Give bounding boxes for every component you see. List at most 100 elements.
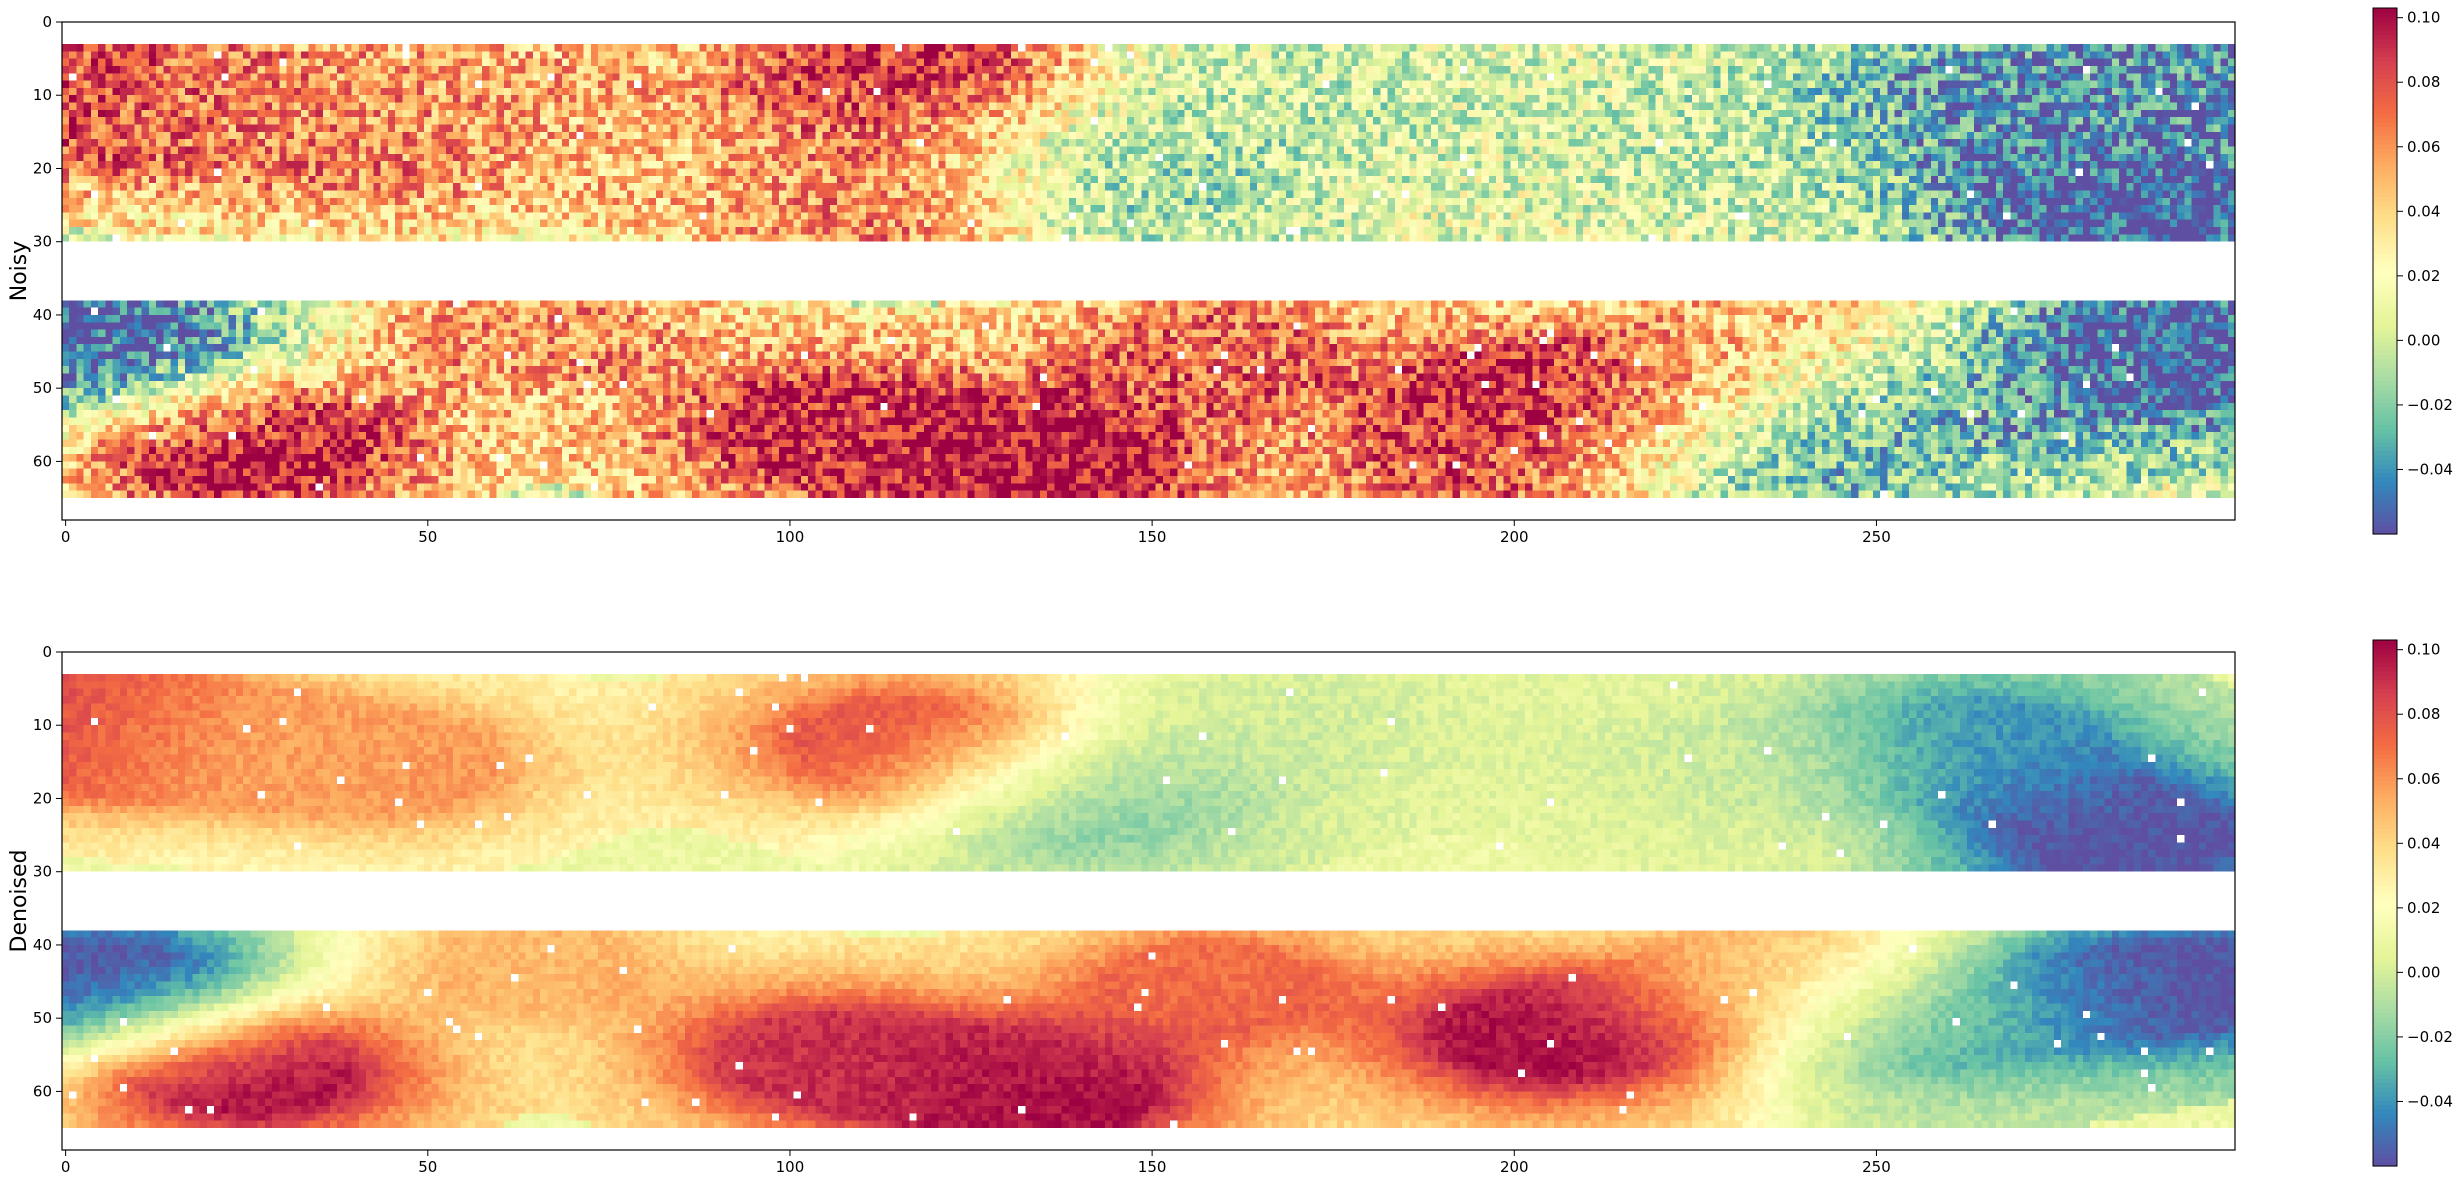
colorbar-segment	[2373, 520, 2397, 526]
colorbar-segment	[2373, 266, 2397, 272]
colorbar-segment	[2373, 415, 2397, 421]
colorbar-segment	[2373, 12, 2397, 18]
colorbar-segment	[2373, 345, 2397, 351]
colorbar-segment	[2373, 363, 2397, 369]
colorbar-segment	[2373, 336, 2397, 342]
colorbar-segment	[2373, 797, 2397, 803]
colorbar-segment	[2373, 271, 2397, 276]
colorbar-segment	[2373, 367, 2397, 373]
colorbar-segment	[2373, 183, 2397, 189]
colorbar-segment	[2373, 683, 2397, 689]
colorbar-segment	[2373, 1117, 2397, 1123]
colorbar-segment	[2373, 767, 2397, 773]
y-tick-label: 30	[33, 233, 52, 251]
colorbar-segment	[2373, 441, 2397, 447]
colorbar-tick-label: 0.04	[2407, 202, 2440, 220]
colorbar-segment	[2373, 490, 2397, 496]
colorbar-segment	[2373, 661, 2397, 667]
colorbar-segment	[2373, 108, 2397, 114]
colorbar-segment	[2373, 981, 2397, 987]
colorbar-segment	[2373, 903, 2397, 908]
colorbar-segment	[2373, 481, 2397, 487]
colorbar-segment	[2373, 288, 2397, 294]
colorbar-segment	[2373, 1025, 2397, 1031]
colorbar-segment	[2373, 938, 2397, 944]
colorbar-segment	[2373, 819, 2397, 825]
colorbar-tick-label: 0.04	[2407, 834, 2440, 852]
colorbar-segment	[2373, 907, 2397, 913]
colorbar-segment	[2373, 100, 2397, 106]
colorbar-segment	[2373, 143, 2397, 149]
colorbar-segment	[2373, 1148, 2397, 1154]
colorbar-segment	[2373, 1139, 2397, 1145]
colorbar-segment	[2373, 784, 2397, 790]
colorbar-segment	[2373, 929, 2397, 935]
colorbar-segment	[2373, 60, 2397, 66]
colorbar-segment	[2373, 64, 2397, 70]
colorbar-segment	[2373, 314, 2397, 320]
colorbar-segment	[2373, 275, 2397, 281]
colorbar-segment	[2373, 859, 2397, 865]
colorbar-segment	[2373, 148, 2397, 154]
x-tick-label: 50	[418, 528, 437, 546]
x-tick-label: 250	[1862, 528, 1891, 546]
colorbar-segment	[2373, 959, 2397, 965]
colorbar-segment	[2373, 437, 2397, 443]
colorbar-segment	[2373, 666, 2397, 672]
colorbar-tick-label: 0.08	[2407, 73, 2440, 91]
colorbar-segment	[2373, 227, 2397, 233]
y-tick-label: 60	[33, 1082, 52, 1100]
colorbar-segment	[2373, 187, 2397, 193]
colorbar-tick-label: 0.06	[2407, 770, 2440, 788]
colorbar-tick-label: 0.06	[2407, 138, 2440, 156]
colorbar-segment	[2373, 758, 2397, 764]
colorbar-segment	[2373, 240, 2397, 246]
colorbar-segment	[2373, 86, 2397, 92]
colorbar-segment	[2373, 640, 2397, 645]
colorbar-tick-label: 0.02	[2407, 899, 2440, 917]
colorbar-segment	[2373, 1078, 2397, 1084]
colorbar-segment	[2373, 196, 2397, 202]
colorbar-segment	[2373, 244, 2397, 250]
colorbar-segment	[2373, 657, 2397, 663]
colorbar-segment	[2373, 428, 2397, 434]
colorbar-segment	[2373, 1069, 2397, 1075]
colorbar-segment	[2373, 740, 2397, 746]
colorbar-segment	[2373, 1122, 2397, 1128]
colorbar-segment	[2373, 863, 2397, 869]
colorbar-segment	[2373, 249, 2397, 255]
colorbar-segment	[2373, 802, 2397, 808]
colorbar-segment	[2373, 485, 2397, 491]
colorbar-segment	[2373, 762, 2397, 768]
colorbar-segment	[2373, 670, 2397, 676]
colorbar-segment	[2373, 1161, 2397, 1167]
colorbar-segment	[2373, 727, 2397, 733]
colorbar-segment	[2373, 837, 2397, 843]
colorbar-segment	[2373, 1113, 2397, 1119]
y-axis-label: Noisy	[7, 241, 32, 302]
colorbar-segment	[2373, 323, 2397, 329]
colorbar-segment	[2373, 1082, 2397, 1088]
colorbar-segment	[2373, 718, 2397, 724]
colorbar-segment	[2373, 753, 2397, 759]
colorbar-segment	[2373, 472, 2397, 478]
colorbar-segment	[2373, 1100, 2397, 1106]
heatmap-image	[62, 652, 2235, 1150]
y-tick-label: 20	[33, 789, 52, 807]
colorbar-segment	[2373, 841, 2397, 847]
colorbar-segment	[2373, 376, 2397, 382]
colorbar-segment	[2373, 692, 2397, 698]
colorbar-segment	[2373, 1060, 2397, 1066]
y-tick-label: 40	[33, 936, 52, 954]
colorbar-tick-label: 0.10	[2407, 9, 2440, 27]
colorbar-segment	[2373, 710, 2397, 716]
colorbar-tick-label: 0.00	[2407, 963, 2440, 981]
colorbar-segment	[2373, 406, 2397, 412]
y-tick-label: 0	[42, 643, 52, 661]
y-tick-label: 20	[33, 159, 52, 177]
colorbar-segment	[2373, 1034, 2397, 1040]
colorbar-segment	[2373, 1038, 2397, 1044]
colorbar-segment	[2373, 990, 2397, 996]
colorbar-segment	[2373, 301, 2397, 307]
colorbar-segment	[2373, 916, 2397, 922]
